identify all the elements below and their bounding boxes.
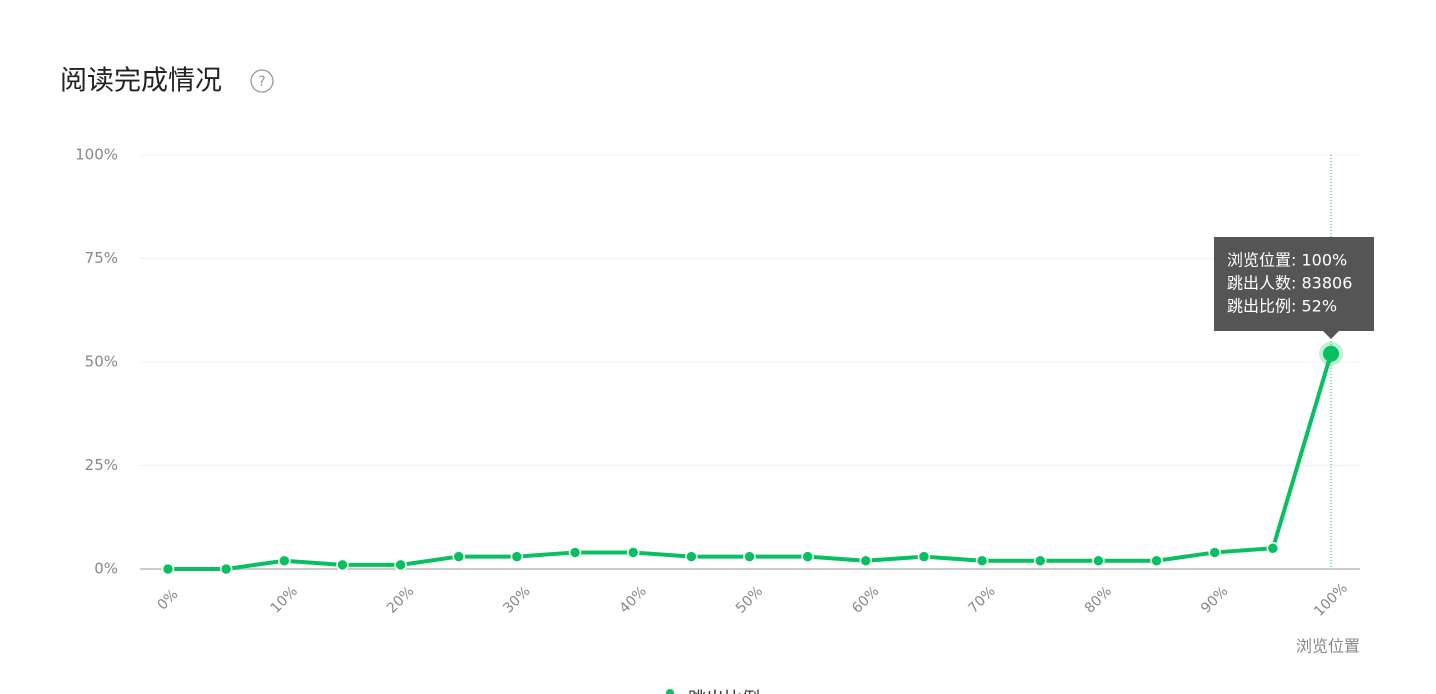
data-point <box>1266 542 1280 555</box>
tooltip-line: 浏览位置: 100% <box>1227 251 1347 270</box>
svg-text:?: ? <box>258 74 265 90</box>
y-tick-label: 0% <box>94 560 118 578</box>
tooltip-box <box>1214 237 1374 331</box>
data-point <box>975 554 989 567</box>
y-tick-label: 50% <box>85 353 118 371</box>
data-point <box>278 554 291 567</box>
data-point <box>1150 554 1163 567</box>
tooltip: 浏览位置: 100% 跳出人数: 83806 跳出比例: 52% <box>1214 237 1374 339</box>
data-point <box>801 550 814 563</box>
data-point <box>568 546 582 559</box>
data-point <box>161 562 175 576</box>
x-tick-label: 100% <box>1311 580 1351 620</box>
x-tick-label: 40% <box>617 583 650 616</box>
data-point <box>685 550 698 563</box>
data-point <box>1092 554 1105 567</box>
x-tick-label: 70% <box>965 583 998 616</box>
legend-label: 跳出比例 <box>688 689 760 694</box>
x-tick-label: 90% <box>1198 583 1231 616</box>
data-point <box>452 550 465 563</box>
tooltip-line: 跳出人数: 83806 <box>1227 274 1352 293</box>
tooltip-pointer <box>1323 331 1339 339</box>
x-axis-label: 浏览位置 <box>1296 637 1360 656</box>
data-point <box>336 558 349 572</box>
legend-marker <box>666 689 674 694</box>
x-tick-label: 80% <box>1082 583 1115 616</box>
help-icon[interactable]: ? <box>250 69 274 93</box>
data-point <box>917 550 931 563</box>
tooltip-line: 跳出比例: 52% <box>1227 297 1337 316</box>
chart-title: 阅读完成情况 <box>60 66 222 97</box>
data-point <box>510 550 524 563</box>
data-point <box>394 558 407 572</box>
y-tick-label: 100% <box>75 146 118 164</box>
x-tick-label: 30% <box>500 583 533 616</box>
data-point <box>1323 345 1339 362</box>
x-tick-label: 0% <box>154 586 181 613</box>
y-tick-label: 25% <box>85 456 118 474</box>
x-tick-label: 50% <box>733 583 766 616</box>
data-point <box>859 554 873 567</box>
data-point <box>1208 546 1221 559</box>
data-point <box>1034 554 1047 567</box>
data-point <box>219 562 233 576</box>
data-point <box>743 550 756 563</box>
y-tick-label: 75% <box>85 249 118 267</box>
x-tick-label: 20% <box>384 583 417 616</box>
series-line <box>168 353 1333 571</box>
data-point <box>626 546 640 559</box>
x-tick-label: 60% <box>849 583 882 616</box>
x-tick-label: 10% <box>268 583 301 616</box>
